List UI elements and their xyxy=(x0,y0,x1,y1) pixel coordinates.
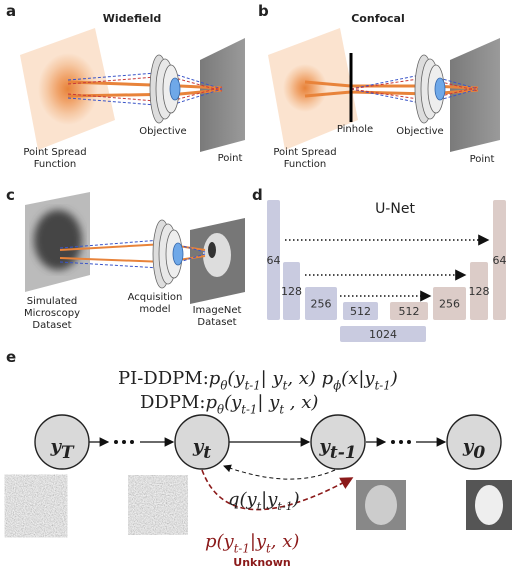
label: Acquisition xyxy=(128,292,183,303)
equation-label: PI-DDPM: xyxy=(118,368,209,389)
formula-part: , x) p xyxy=(287,368,333,389)
formula-part: q(y xyxy=(228,489,258,510)
formula-part: p(y xyxy=(205,531,235,552)
label: Point xyxy=(218,153,243,164)
formula-part: |y xyxy=(250,531,267,552)
panel-title: Confocal xyxy=(351,12,405,25)
panel-label: b xyxy=(258,2,269,20)
subscript: 0 xyxy=(473,443,485,463)
label: Microscopy xyxy=(24,308,80,319)
subscript: t-1 xyxy=(245,378,261,392)
subscript: T xyxy=(61,443,75,463)
panel-label: d xyxy=(252,186,263,204)
unet-channels: 256 xyxy=(311,298,332,311)
label: Simulated xyxy=(27,296,78,307)
objective-lens xyxy=(150,55,180,123)
formula-part: |y xyxy=(261,489,278,510)
label: ImageNet xyxy=(193,305,242,316)
formula-part: p xyxy=(209,368,221,389)
label: Point xyxy=(470,154,495,165)
unet-channels: 256 xyxy=(439,298,460,311)
formula-part: ) xyxy=(292,489,300,510)
label: Function xyxy=(34,159,77,170)
equation: PI-DDPM:pθ(yt-1| yt, x) pϕ(x|yt-1) xyxy=(118,368,398,392)
forward-process: q(yt|yt-1) xyxy=(228,489,300,513)
psf xyxy=(38,53,98,125)
unet-channels: 128 xyxy=(469,285,490,298)
formula-part: (x|y xyxy=(341,368,375,389)
subscript: θ xyxy=(217,402,224,416)
objective-lens xyxy=(415,55,445,123)
subscript: θ xyxy=(220,378,227,392)
unet-channels: 1024 xyxy=(369,328,397,341)
panel-title: Widefield xyxy=(103,12,162,25)
unet: 64 128 256 512 512 256 128 64 1024 xyxy=(267,200,507,342)
sample-plane xyxy=(200,38,245,152)
panel-label: c xyxy=(6,186,15,204)
label: Function xyxy=(284,159,327,170)
clean-image xyxy=(475,485,503,525)
label: Point Spread xyxy=(23,147,86,158)
partial-image xyxy=(365,485,397,525)
label: Point Spread xyxy=(273,147,336,158)
sharp-image xyxy=(203,233,231,277)
unet-channels: 128 xyxy=(281,285,302,298)
formula-part: | y xyxy=(257,392,280,413)
label: Objective xyxy=(139,126,186,137)
equation: DDPM:pθ(yt-1| yt , x) xyxy=(140,392,318,416)
label: model xyxy=(139,304,170,315)
figure: a Widefield Point Spread Function Object… xyxy=(0,0,514,571)
unet-channels: 64 xyxy=(493,254,507,267)
label: Dataset xyxy=(197,317,236,328)
noise-image xyxy=(10,480,62,532)
unet-channels: 512 xyxy=(350,305,371,318)
subscript: ϕ xyxy=(333,378,341,392)
sample-plane xyxy=(450,38,500,152)
psf xyxy=(283,64,327,112)
subscript: t-1 xyxy=(375,378,391,392)
unet-channels: 512 xyxy=(399,305,420,318)
subscript: t-1 xyxy=(277,500,292,513)
reverse-note: Unknown xyxy=(233,556,290,569)
formula-part: p xyxy=(205,392,217,413)
panel-title: U-Net xyxy=(375,201,415,217)
subscript: t xyxy=(203,443,211,463)
unet-channels: 64 xyxy=(267,254,281,267)
noise-image xyxy=(133,480,183,530)
formula-part: (y xyxy=(227,368,245,389)
blurred-image xyxy=(34,210,82,270)
panel-label: e xyxy=(6,348,16,366)
formula-part: | y xyxy=(261,368,284,389)
formula-part: (y xyxy=(224,392,242,413)
label: Objective xyxy=(396,126,443,137)
objective-lens xyxy=(153,220,183,288)
subscript: t-1 xyxy=(234,541,250,555)
panel-label: a xyxy=(6,2,16,20)
formula-part: , x) xyxy=(284,392,318,413)
reverse-process: p(yt-1|yt, x) xyxy=(205,531,299,555)
formula-part: , x) xyxy=(271,531,300,552)
equation-label: DDPM: xyxy=(140,392,205,413)
label: Dataset xyxy=(32,320,71,331)
sharp-image xyxy=(208,242,216,258)
formula-part: ) xyxy=(390,368,398,389)
subscript: t-1 xyxy=(241,402,257,416)
subscript: t-1 xyxy=(330,443,357,463)
label: Pinhole xyxy=(337,124,373,135)
